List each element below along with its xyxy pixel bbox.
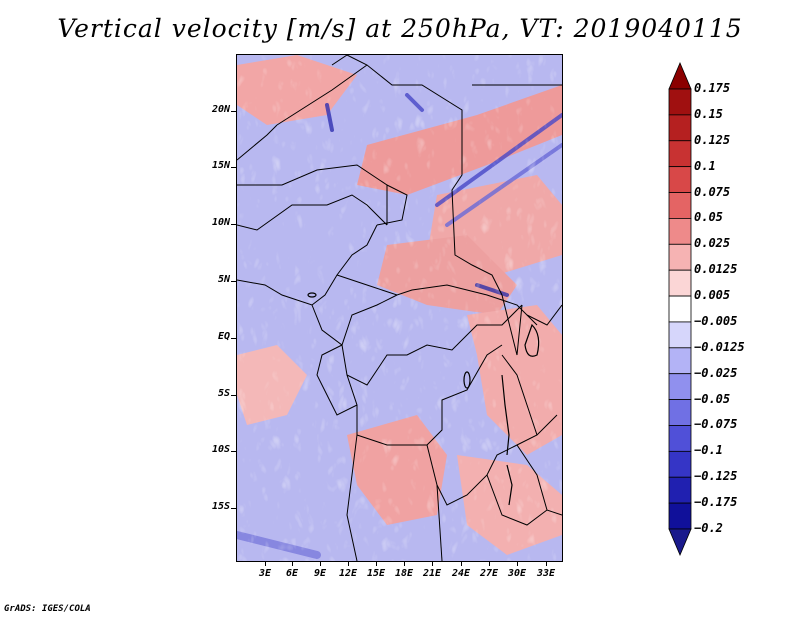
- colorbar: [668, 62, 692, 556]
- colorbar-bin: [668, 450, 692, 478]
- colorbar-label: 0.075: [694, 184, 731, 199]
- colorbar-label: 0.05: [694, 210, 723, 225]
- colorbar-bin: [668, 140, 692, 168]
- longitude-tick: [348, 562, 349, 566]
- longitude-tick: [404, 562, 405, 566]
- colorbar-bin: [668, 114, 692, 142]
- longitude-label: 33E: [536, 568, 556, 579]
- latitude-tick: [231, 451, 236, 452]
- longitude-tick: [265, 562, 266, 566]
- longitude-tick: [320, 562, 321, 566]
- longitude-label: 24E: [451, 568, 471, 579]
- colorbar-label: 0.025: [694, 236, 731, 251]
- colorbar-bin: [668, 62, 692, 90]
- colorbar-bin: [668, 243, 692, 271]
- longitude-label: 3E: [258, 568, 272, 579]
- longitude-label: 6E: [285, 568, 299, 579]
- colorbar-label: 0.005: [694, 288, 731, 303]
- latitude-label: 20N: [211, 104, 230, 115]
- velocity-field: [237, 55, 562, 561]
- latitude-label: 5N: [217, 274, 230, 285]
- colorbar-bin: [668, 399, 692, 426]
- longitude-tick: [376, 562, 377, 566]
- colorbar-bin: [668, 269, 692, 297]
- latitude-label: 5S: [217, 388, 230, 399]
- longitude-label: 12E: [338, 568, 358, 579]
- colorbar-label: 0.1: [694, 158, 716, 173]
- colorbar-label: −0.2: [694, 521, 723, 535]
- latitude-tick: [231, 508, 236, 509]
- longitude-tick: [517, 562, 518, 566]
- latitude-tick: [231, 338, 236, 339]
- latitude-tick: [231, 281, 236, 282]
- colorbar-bin: [668, 218, 692, 245]
- longitude-tick: [546, 562, 547, 566]
- plot-title: Vertical velocity [m/s] at 250hPa, VT: 2…: [57, 14, 743, 43]
- latitude-tick: [231, 167, 236, 168]
- colorbar-label: 0.125: [694, 132, 731, 147]
- longitude-label: 27E: [479, 568, 499, 579]
- longitude-label: 9E: [313, 568, 327, 579]
- colorbar-label: −0.0125: [694, 339, 745, 354]
- latitude-label: 10N: [211, 217, 230, 228]
- colorbar-bin: [668, 88, 692, 116]
- texture-overlay: [237, 55, 562, 561]
- country-borders: [237, 55, 562, 561]
- colorbar-bin: [668, 528, 692, 556]
- colorbar-bin: [668, 373, 692, 400]
- lakes: [307, 292, 540, 506]
- colorbar-bin: [668, 347, 692, 375]
- colorbar-bin: [668, 166, 692, 193]
- colorbar-label: −0.025: [694, 365, 738, 380]
- colorbar-label: −0.05: [694, 391, 731, 406]
- longitude-label: 30E: [507, 568, 527, 579]
- latitude-label: 10S: [211, 444, 230, 455]
- latitude-tick: [231, 111, 236, 112]
- colorbar-label: 0.0125: [694, 262, 738, 277]
- map-panel: [236, 54, 563, 562]
- colorbar-bin: [668, 502, 692, 530]
- longitude-tick: [489, 562, 490, 566]
- latitude-label: 15N: [211, 160, 230, 171]
- latitude-label: 15S: [211, 501, 230, 512]
- colorbar-bin: [668, 321, 692, 349]
- colorbar-bin: [668, 425, 692, 452]
- longitude-label: 21E: [422, 568, 442, 579]
- colorbar-label: 0.175: [694, 81, 731, 95]
- colorbar-label: −0.175: [694, 495, 738, 510]
- colorbar-label: −0.125: [694, 469, 738, 484]
- credit-text: GrADS: IGES/COLA: [4, 604, 91, 614]
- colorbar-label: −0.1: [694, 443, 723, 458]
- colorbar-bin: [668, 192, 692, 219]
- colorbar-bin: [668, 476, 692, 504]
- longitude-label: 18E: [394, 568, 414, 579]
- longitude-label: 15E: [366, 568, 386, 579]
- colorbar-bin: [668, 295, 692, 323]
- colorbar-label: −0.005: [694, 313, 738, 328]
- latitude-tick: [231, 395, 236, 396]
- colorbar-label: −0.075: [694, 417, 738, 432]
- latitude-label: EQ: [217, 331, 230, 342]
- longitude-tick: [292, 562, 293, 566]
- colorbar-label: 0.15: [694, 106, 723, 121]
- latitude-tick: [231, 224, 236, 225]
- longitude-tick: [432, 562, 433, 566]
- longitude-tick: [461, 562, 462, 566]
